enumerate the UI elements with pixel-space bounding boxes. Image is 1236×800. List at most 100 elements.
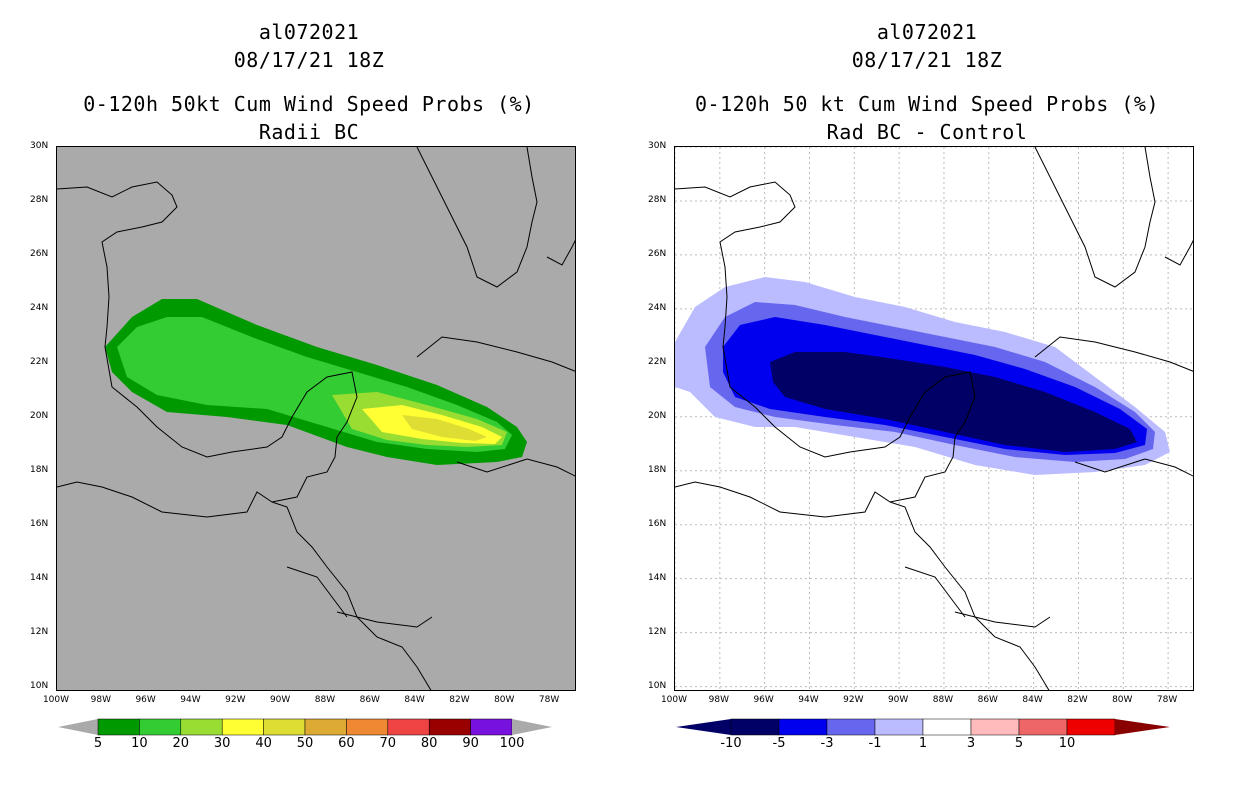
- colorbar-label: 20: [172, 736, 190, 751]
- datetime: 08/17/21 18Z: [851, 48, 1003, 72]
- lon-tick-label: 88W: [314, 695, 336, 705]
- colorbar-left: [58, 718, 552, 736]
- lon-tick-label: 80W: [1112, 695, 1133, 705]
- lon-tick-label: 94W: [798, 695, 819, 705]
- plot-subtitle: Radii BC: [258, 120, 360, 144]
- colorbar-label: 50: [296, 736, 314, 751]
- colorbar-swatch: [304, 718, 347, 736]
- colorbar-label: 40: [255, 736, 272, 751]
- lon-tick-label: 96W: [135, 695, 156, 705]
- lat-tick-label: 16N: [648, 518, 667, 529]
- lon-tick-label: 94W: [180, 695, 201, 705]
- colorbar-label: 60: [338, 736, 355, 751]
- colorbar-swatch: [826, 718, 876, 736]
- map-svg-left: [57, 147, 575, 690]
- lat-tick-label: 14N: [648, 572, 667, 583]
- lat-tick-label: 28N: [648, 194, 667, 205]
- lon-tick-label: 88W: [932, 695, 954, 705]
- colorbar-left-lower-arrow: [58, 719, 98, 735]
- lat-tick-label: 12N: [648, 626, 667, 637]
- lon-tick-label: 96W: [753, 695, 774, 705]
- colorbar-swatch: [97, 718, 140, 736]
- map-frame-left: [56, 146, 576, 691]
- colorbar-swatch: [387, 718, 430, 736]
- diff-contours: [675, 277, 1170, 475]
- lat-tick-label: 24N: [648, 302, 667, 313]
- colorbar-label: 1: [918, 736, 928, 751]
- plot-title: 0-120h 50 kt Cum Wind Speed Probs (%): [694, 92, 1160, 116]
- map-frame-right: [674, 146, 1194, 691]
- colorbar-label: 3: [966, 736, 976, 751]
- lat-tick-label: 18N: [648, 464, 667, 475]
- lat-tick-label: 12N: [30, 626, 49, 637]
- lon-tick-label: 80W: [494, 695, 515, 705]
- colorbar-swatch: [470, 718, 513, 736]
- lon-tick-label: 92W: [843, 695, 864, 705]
- colorbar-label: 70: [379, 736, 397, 751]
- lat-tick-label: 10N: [648, 680, 667, 691]
- lon-tick-label: 100W: [660, 695, 688, 705]
- colorbar-label: -10: [720, 736, 742, 751]
- colorbar-swatch: [730, 718, 780, 736]
- coastline: [57, 147, 575, 690]
- lat-tick-label: 28N: [30, 194, 49, 205]
- colorbar-label: -1: [868, 736, 882, 751]
- colorbar-label: 10: [131, 736, 148, 751]
- colorbar-label: -3: [820, 736, 834, 751]
- lat-tick-label: 22N: [648, 356, 667, 367]
- plot-subtitle: Rad BC - Control: [826, 120, 1028, 144]
- colorbar-swatch: [346, 718, 389, 736]
- contour-40: [402, 415, 487, 441]
- lat-tick-label: 20N: [30, 410, 49, 421]
- colorbar-right-upper-arrow: [1115, 719, 1170, 735]
- colorbar-swatch: [428, 718, 471, 736]
- lon-tick-label: 90W: [887, 695, 909, 705]
- colorbar-label: -5: [772, 736, 786, 751]
- lon-tick-label: 82W: [1067, 695, 1088, 705]
- colorbar-swatch: [263, 718, 306, 736]
- lon-tick-label: 98W: [90, 695, 111, 705]
- colorbar-swatch: [778, 718, 828, 736]
- lon-tick-label: 98W: [708, 695, 729, 705]
- lon-tick-label: 92W: [225, 695, 246, 705]
- right-panel: al072021 08/17/21 18Z 0-120h 50 kt Cum W…: [618, 0, 1236, 800]
- colorbar-swatch: [874, 718, 924, 736]
- colorbar-right-lower-arrow: [676, 719, 731, 735]
- colorbar-right-swatches: [730, 718, 1116, 736]
- contour-minus-10: [770, 352, 1137, 452]
- colorbar-label: 80: [420, 736, 438, 751]
- lat-tick-label: 14N: [30, 572, 49, 583]
- colorbar-label: 10: [1058, 736, 1076, 751]
- prob-contours: [105, 299, 527, 465]
- lat-tick-label: 18N: [30, 464, 49, 475]
- lon-tick-label: 86W: [359, 695, 380, 705]
- colorbar-left-upper-arrow: [512, 719, 552, 735]
- lat-tick-label: 30N: [30, 141, 49, 151]
- lat-tick-label: 26N: [30, 248, 49, 259]
- colorbar-label: 100: [499, 736, 525, 751]
- lat-tick-label: 24N: [30, 302, 49, 313]
- left-panel: al072021 08/17/21 18Z 0-120h 50kt Cum Wi…: [30, 20, 576, 751]
- colorbar-label: 90: [462, 736, 479, 751]
- coastline: [675, 147, 1193, 690]
- colorbar-label: 5: [93, 736, 103, 751]
- colorbar-right: [676, 718, 1170, 736]
- colorbar-swatch: [180, 718, 223, 736]
- lon-tick-label: 90W: [269, 695, 291, 705]
- lat-tick-label: 20N: [648, 410, 667, 421]
- lon-tick-label: 100W: [42, 695, 70, 705]
- lat-tick-label: 16N: [30, 518, 49, 529]
- colorbar-swatch: [1018, 718, 1068, 736]
- colorbar-label: 5: [1014, 736, 1024, 751]
- colorbar-swatch: [221, 718, 264, 736]
- lon-tick-label: 84W: [404, 695, 425, 705]
- colorbar-left-swatches: [97, 718, 513, 736]
- lat-tick-label: 10N: [30, 680, 49, 691]
- datetime: 08/17/21 18Z: [233, 48, 385, 72]
- lat-tick-label: 22N: [30, 356, 49, 367]
- lon-tick-label: 82W: [449, 695, 470, 705]
- colorbar-swatch: [922, 718, 972, 736]
- colorbar-swatch: [1066, 718, 1116, 736]
- lon-tick-label: 86W: [977, 695, 998, 705]
- lat-tick-label: 30N: [648, 141, 667, 151]
